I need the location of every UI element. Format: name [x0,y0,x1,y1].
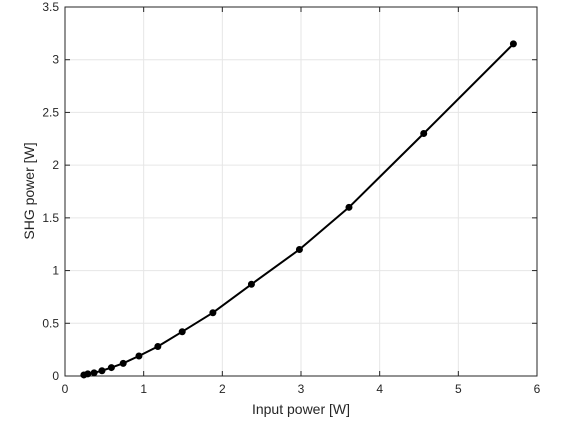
data-point [178,328,186,336]
x-tick-label: 2 [219,382,226,396]
x-tick-label: 3 [298,382,305,396]
y-axis-label: SHG power [W] [21,142,37,239]
data-point [90,369,98,377]
x-tick-label: 0 [62,382,69,396]
x-tick-label: 6 [534,382,541,396]
y-tick-label: 3 [52,53,59,67]
data-point [420,130,428,138]
data-point [154,342,162,350]
y-tick-label: 0.5 [42,316,59,330]
data-point [345,203,353,211]
data-point [135,352,143,360]
data-point [209,309,217,317]
x-tick-label: 1 [140,382,147,396]
data-point [84,370,92,378]
tick-labels: 0 1 2 3 4 5 6 0 0.5 1 1.5 2 2.5 3 3.5 [42,0,540,396]
y-tick-label: 1.5 [42,211,59,225]
data-point [247,280,255,288]
y-tick-label: 2 [52,158,59,172]
data-point [295,245,303,253]
x-tick-label: 4 [376,382,383,396]
data-point [509,40,517,48]
y-tick-label: 1 [52,264,59,278]
x-tick-label: 5 [455,382,462,396]
y-tick-label: 2.5 [42,105,59,119]
axes [64,6,538,377]
x-axis-label: Input power [W] [252,401,350,417]
data-point [98,367,106,375]
data-point [119,359,127,367]
y-tick-label: 0 [52,369,59,383]
y-tick-label: 3.5 [42,0,59,14]
series [80,40,517,379]
data-point [107,364,115,372]
